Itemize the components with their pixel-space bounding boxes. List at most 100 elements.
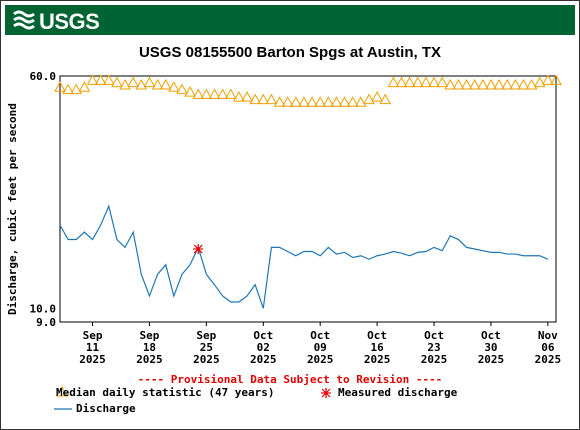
plot-area	[59, 75, 557, 323]
median-point	[70, 83, 83, 95]
x-tick-label: 30	[484, 341, 497, 354]
chart-title: USGS 08155500 Barton Spgs at Austin, TX	[138, 44, 442, 61]
median-point	[249, 93, 261, 105]
median-point	[102, 74, 115, 85]
y-tick-label: 10.0	[30, 302, 57, 315]
median-point	[78, 81, 91, 92]
x-tick-label: 2025	[421, 353, 448, 366]
median-point	[176, 83, 188, 95]
y-tick-label: 9.0	[36, 316, 56, 329]
x-tick-label: 25	[200, 341, 213, 354]
discharge-series	[59, 204, 549, 309]
usgs-header-banner: USGS	[5, 5, 575, 35]
median-point	[403, 76, 416, 88]
median-point	[395, 76, 408, 88]
median-point	[485, 78, 497, 90]
legend-symbols	[54, 385, 331, 410]
x-tick-label: 2025	[250, 353, 277, 366]
x-tick-label: 02	[257, 341, 270, 354]
median-point	[200, 88, 213, 100]
median-point	[517, 78, 530, 90]
median-point	[501, 78, 514, 90]
x-tick-label: Oct	[424, 329, 444, 342]
x-tick-label: 2025	[535, 353, 562, 366]
median-point	[298, 96, 310, 107]
logo-text: USGS	[39, 9, 100, 34]
median-point	[436, 76, 449, 88]
usgs-logo[interactable]: USGS	[13, 8, 103, 34]
median-point	[167, 81, 180, 92]
median-point	[62, 83, 74, 95]
x-tick-label: Sep	[140, 329, 160, 342]
x-tick-label: 18	[143, 341, 156, 354]
x-tick-label: 2025	[307, 353, 334, 366]
median-series	[54, 74, 562, 107]
x-tick-label: 11	[86, 341, 100, 354]
discharge-line	[59, 204, 549, 309]
x-tick-label: 2025	[136, 353, 163, 366]
x-tick-label: 16	[370, 341, 384, 354]
median-point	[542, 74, 554, 85]
y-tick-labels: 60.0 10.09.0	[30, 70, 57, 329]
median-point	[94, 74, 107, 85]
provisional-note: ---- Provisional Data Subject to Revisio…	[137, 373, 443, 386]
median-point	[208, 88, 221, 100]
x-tick-label: 2025	[193, 353, 220, 366]
x-tick-label: Oct	[481, 329, 501, 342]
x-tick-label: Oct	[367, 329, 387, 342]
median-point	[216, 88, 229, 100]
median-point	[525, 78, 538, 90]
median-point	[159, 78, 172, 90]
x-tick-label: 09	[314, 341, 327, 354]
median-point	[330, 96, 343, 107]
median-point	[192, 88, 205, 100]
x-tick-label: Oct	[253, 329, 273, 342]
median-point	[371, 91, 383, 102]
x-tick-label: 2025	[478, 353, 505, 366]
median-point	[452, 78, 465, 90]
x-tick-label: 06	[541, 341, 555, 354]
median-point	[273, 96, 286, 107]
median-point	[379, 93, 392, 105]
median-point	[338, 96, 351, 107]
legend-item-discharge: Discharge	[76, 402, 136, 415]
median-point	[184, 86, 196, 97]
x-tick-label: Oct	[310, 329, 330, 342]
median-point	[281, 96, 294, 107]
median-point	[411, 76, 424, 88]
median-point	[428, 76, 440, 88]
median-point	[346, 96, 359, 107]
median-point	[460, 78, 473, 90]
x-tick-labels: Sep112025Sep182025Sep252025Oct022025Oct0…	[79, 329, 561, 366]
x-tick-label: 2025	[364, 353, 391, 366]
legend-item-measured: Measured discharge	[338, 386, 457, 399]
x-tick-label: 23	[427, 341, 440, 354]
usgs-wave-icon	[13, 10, 35, 30]
median-point	[127, 76, 140, 88]
measured-series	[193, 244, 204, 255]
median-point	[355, 96, 367, 107]
median-point	[314, 96, 327, 107]
median-point	[111, 76, 123, 88]
median-point	[493, 78, 505, 90]
median-point	[444, 78, 457, 90]
measured-point	[193, 244, 204, 255]
median-point	[54, 81, 66, 92]
median-point	[509, 78, 522, 90]
median-point	[387, 76, 400, 88]
median-point	[135, 78, 148, 90]
median-point	[224, 88, 237, 100]
median-point	[533, 76, 546, 88]
median-point	[306, 96, 318, 107]
median-point	[86, 74, 99, 85]
median-point	[363, 93, 375, 105]
x-tick-label: Nov	[538, 329, 558, 342]
x-tick-label: 2025	[79, 353, 106, 366]
median-point	[322, 96, 335, 107]
y-tick-label: 60.0	[30, 70, 57, 83]
median-point	[550, 74, 562, 85]
median-point	[151, 78, 164, 90]
median-point	[119, 78, 131, 90]
legend-triangle-icon	[56, 385, 68, 397]
